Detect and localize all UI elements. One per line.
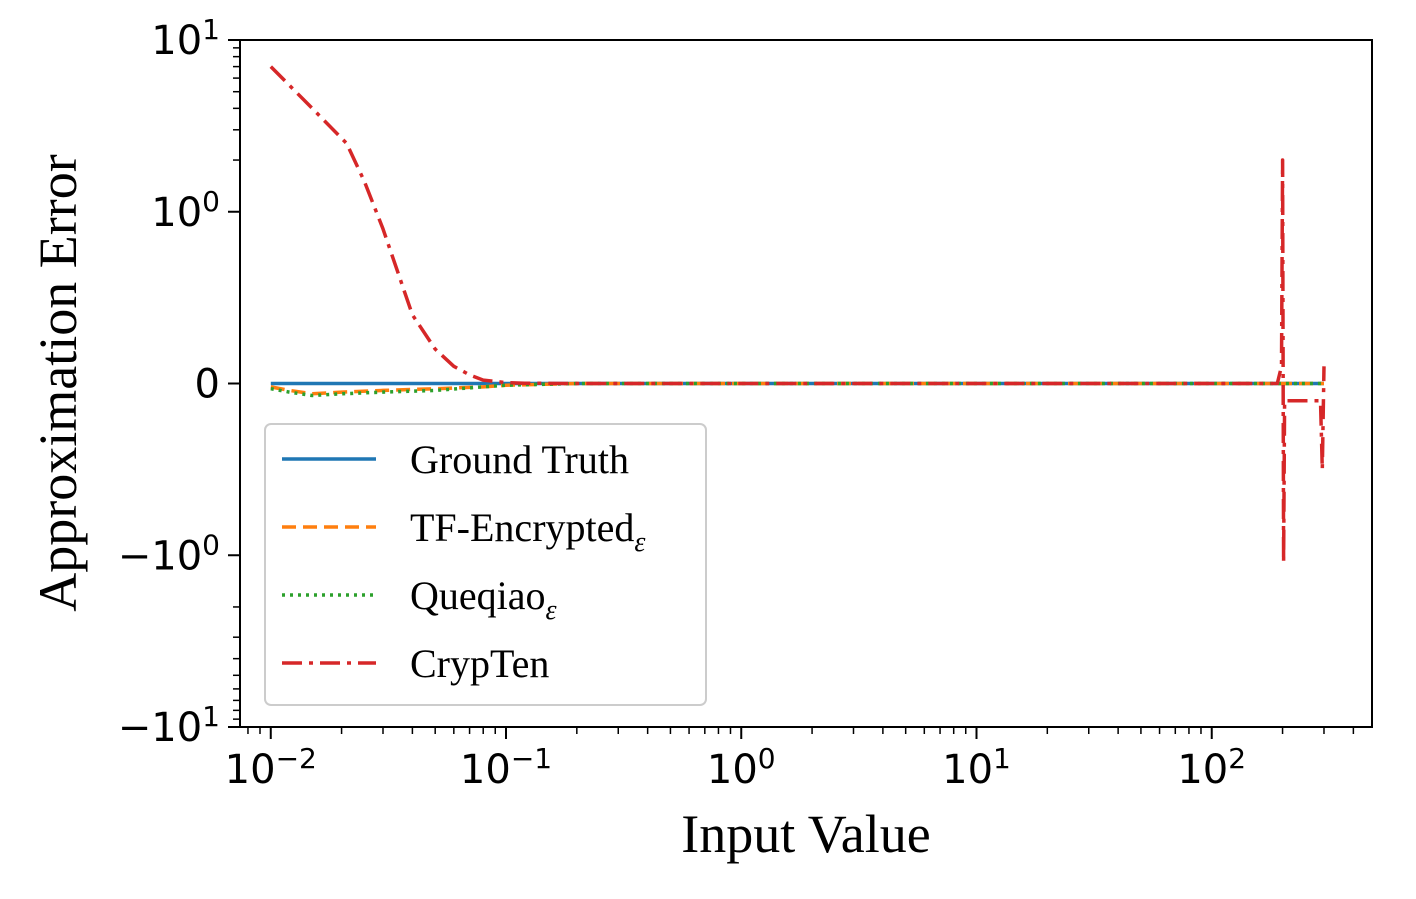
- series-layer: [269, 65, 1326, 565]
- x-tick-label-exp: −2: [276, 742, 317, 775]
- x-tick-label-base: 10: [1177, 747, 1228, 793]
- x-tick-label-base: 10: [707, 747, 758, 793]
- y-tick-label-base: 0: [195, 362, 220, 408]
- x-tick-label: 100: [707, 742, 776, 793]
- series-line-crypten: [269, 65, 1326, 565]
- legend-box: [264, 423, 707, 706]
- x-tick-label-base: 10: [942, 747, 993, 793]
- x-tick-label-base: 10: [460, 747, 511, 793]
- legend-label: Queqiaoε: [410, 573, 557, 626]
- x-axis-title: Input Value: [681, 804, 930, 864]
- y-axis-title: Approximation Error: [28, 154, 88, 611]
- legend-label-name: Queqiao: [410, 573, 546, 618]
- y-tick-label-exp: 0: [202, 528, 220, 561]
- y-tick-label-base: 10: [151, 18, 202, 64]
- y-tick-label: −101: [118, 700, 220, 751]
- y-tick-label: 100: [151, 185, 220, 236]
- x-tick-label: 102: [1177, 742, 1246, 793]
- y-tick-label-exp: 0: [202, 185, 220, 218]
- legend-label-name: TF-Encrypted: [410, 505, 634, 550]
- y-tick-label-exp: 1: [202, 700, 220, 733]
- legend-label: TF-Encryptedε: [410, 505, 645, 558]
- x-tick-label: 101: [942, 742, 1011, 793]
- legend-label-subscript: ε: [546, 595, 557, 626]
- x-tick-label-exp: 0: [758, 742, 776, 775]
- y-tick-label: 101: [151, 13, 220, 64]
- legend-label: CrypTen: [410, 641, 549, 686]
- y-tick-label-exp: 1: [202, 13, 220, 46]
- x-tick-label-exp: −1: [511, 742, 552, 775]
- y-tick-label: 0: [195, 362, 220, 408]
- legend-label-name: CrypTen: [410, 641, 549, 686]
- legend-label: Ground Truth: [410, 437, 629, 482]
- x-tick-label: 10−2: [225, 742, 317, 793]
- y-tick-label-base: −10: [118, 705, 202, 751]
- x-tick-label-base: 10: [225, 747, 276, 793]
- x-tick-label-exp: 2: [1228, 742, 1246, 775]
- legend-label-name: Ground Truth: [410, 437, 629, 482]
- x-tick-label-exp: 1: [993, 742, 1011, 775]
- x-tick-label: 10−1: [460, 742, 552, 793]
- y-tick-label: −100: [118, 528, 220, 579]
- legend-label-subscript: ε: [634, 527, 645, 558]
- y-tick-label-base: 10: [151, 190, 202, 236]
- y-tick-label-base: −10: [118, 533, 202, 579]
